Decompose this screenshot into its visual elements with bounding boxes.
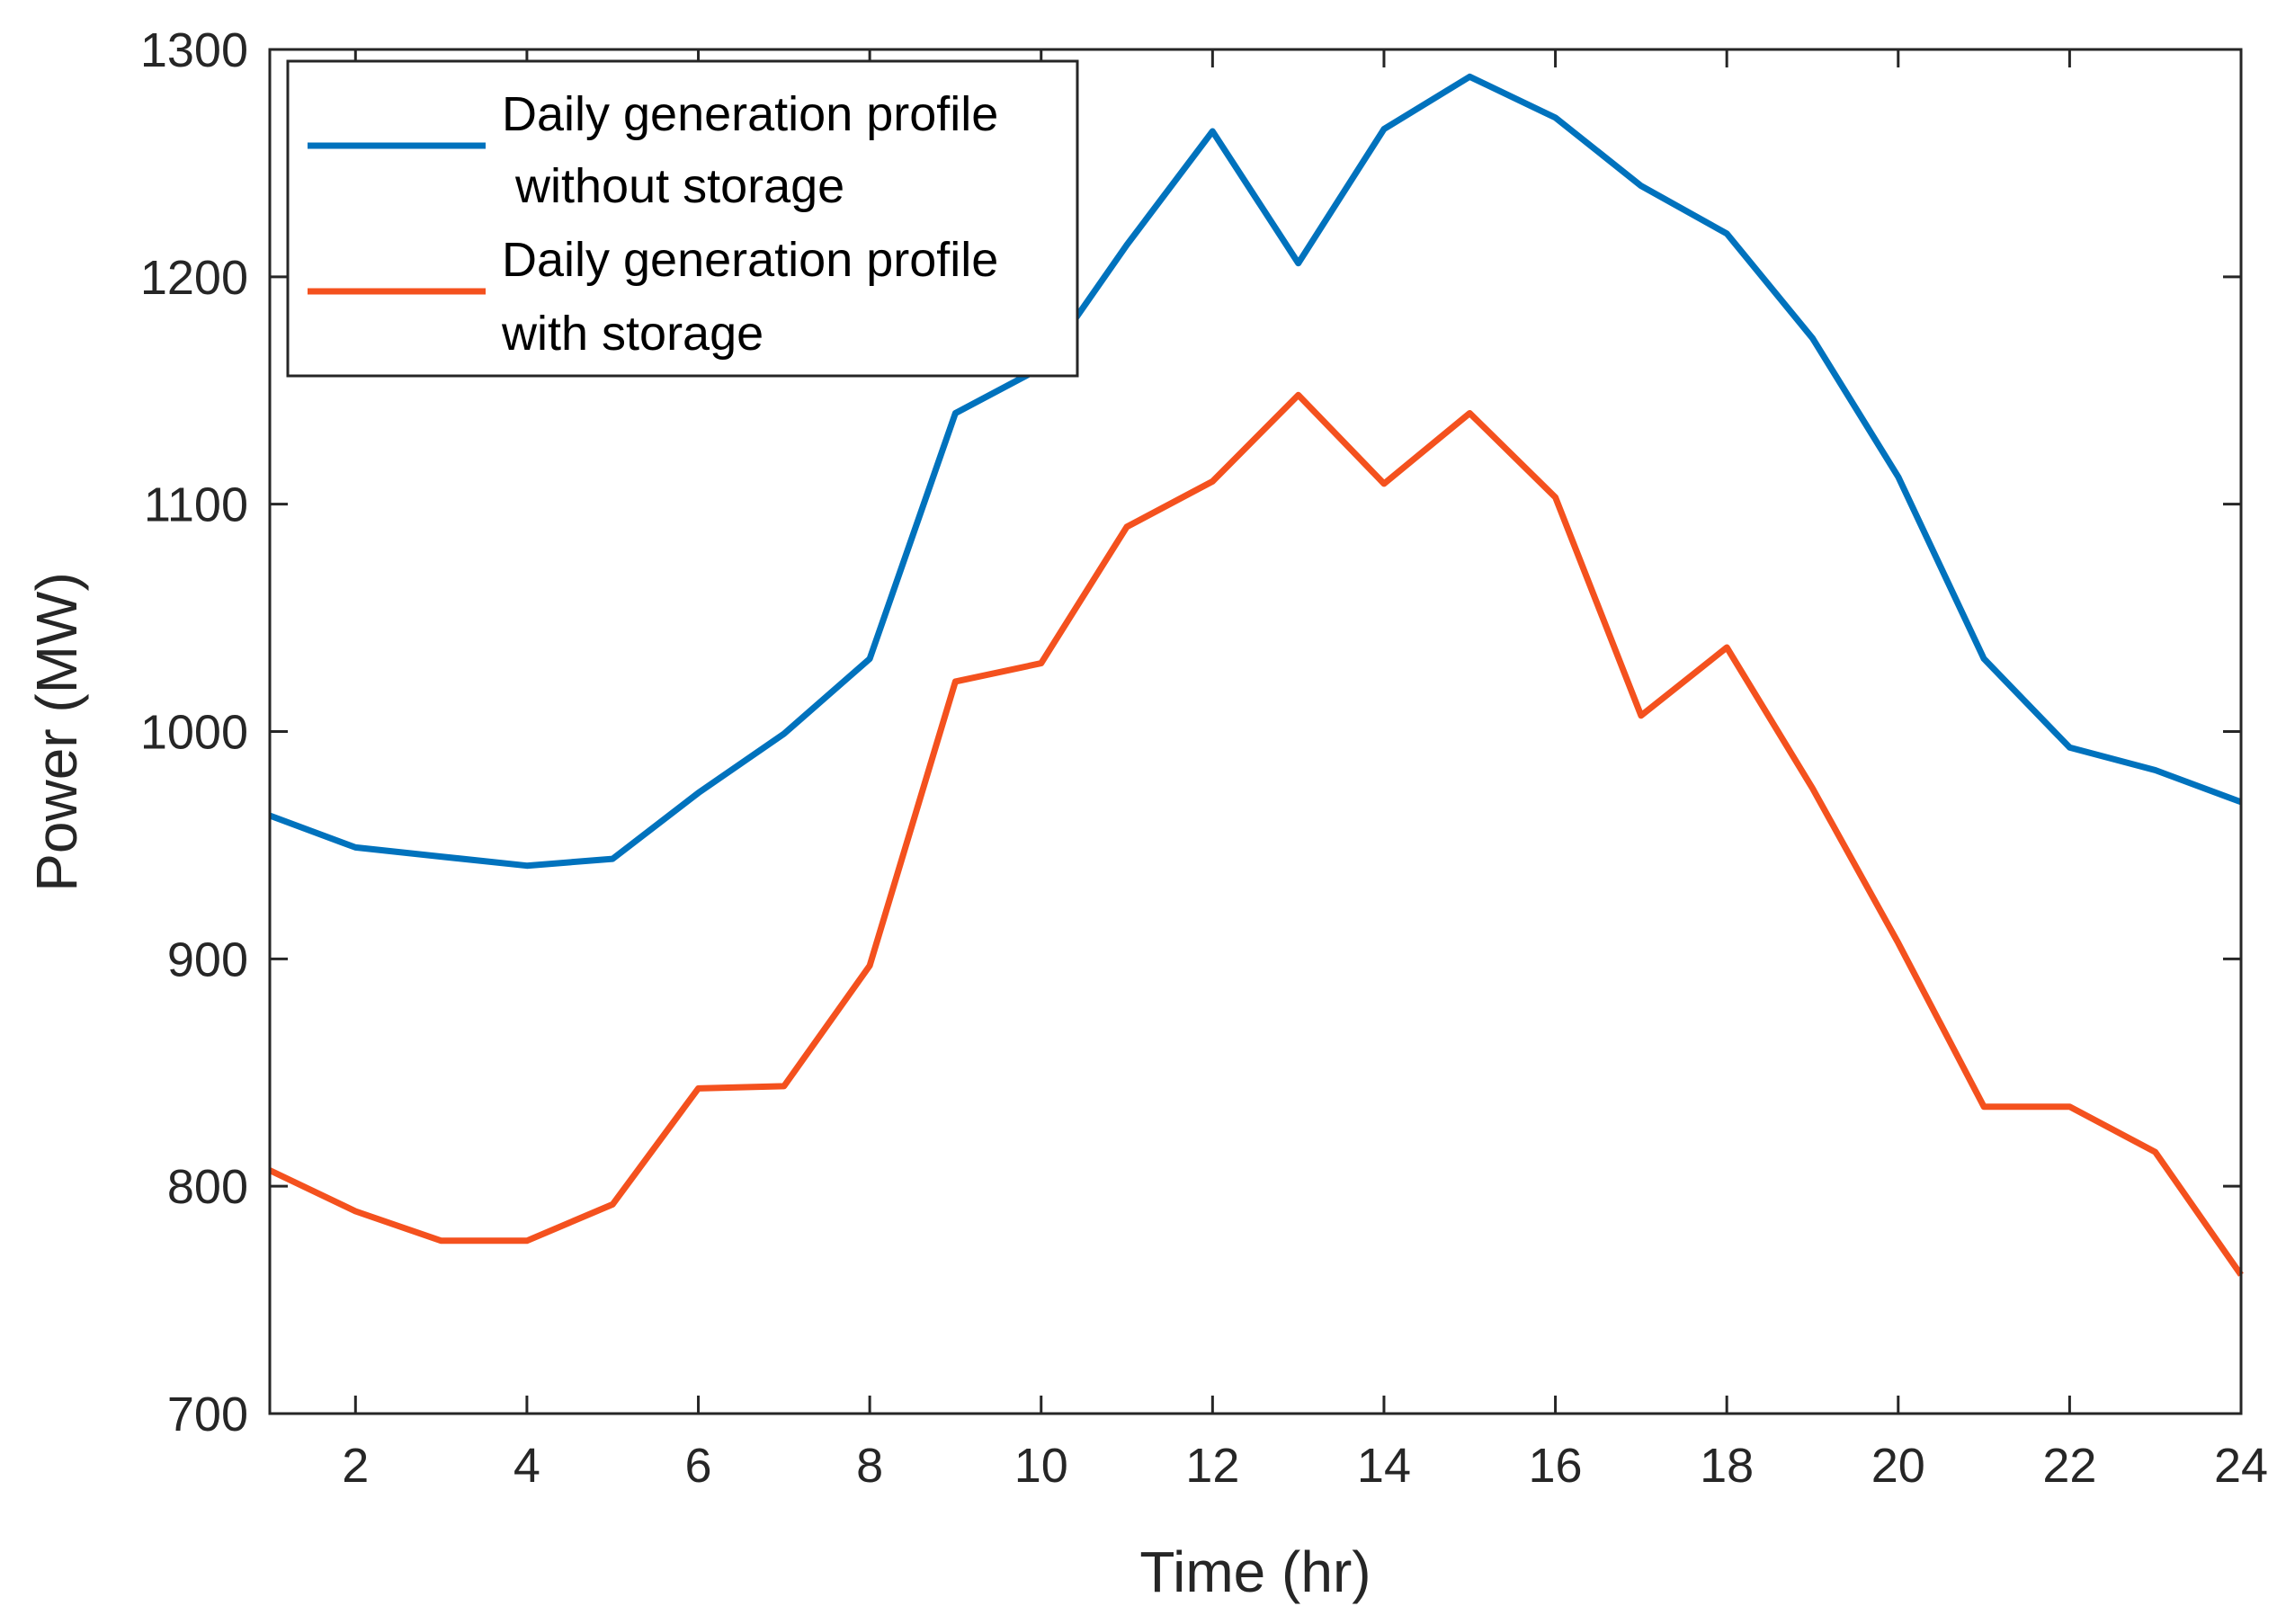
legend-label-with-storage-line2: with storage [501, 307, 763, 361]
legend-label-with-storage-line1: Daily generation profile [502, 233, 998, 287]
x-axis-title: Time (hr) [1139, 1539, 1371, 1604]
x-tick-label: 24 [2214, 1439, 2268, 1493]
x-tick-label: 16 [1529, 1439, 1583, 1493]
x-tick-label: 4 [513, 1439, 540, 1493]
x-tick-label: 20 [1871, 1439, 1925, 1493]
y-tick-label: 1100 [144, 478, 248, 532]
y-axis-title: Power (MW) [24, 572, 89, 892]
series-layer [268, 73, 2244, 1277]
tick-layer: 2 4 6 8 10 12 14 16 18 20 22 2470080090010001100120… [140, 23, 2268, 1493]
x-tick-label: 8 [856, 1439, 883, 1493]
x-tick-label: 6 [684, 1439, 711, 1493]
y-tick-label: 1200 [140, 251, 248, 305]
series-line-0 [268, 73, 2243, 870]
x-tick-label: 12 [1185, 1439, 1239, 1493]
y-tick-label: 700 [167, 1388, 248, 1441]
legend-label-without-storage-line2: without storage [502, 159, 844, 213]
x-tick-label: 10 [1014, 1439, 1068, 1493]
legend-label-without-storage-line1: Daily generation profile [502, 87, 998, 141]
x-tick-label: 22 [2042, 1439, 2096, 1493]
series-line-1 [268, 391, 2244, 1277]
y-tick-label: 900 [167, 932, 248, 986]
x-tick-label: 2 [342, 1439, 369, 1493]
y-tick-label: 1300 [140, 23, 248, 77]
legend: Daily generation profile without storage… [286, 59, 1079, 378]
y-tick-label: 800 [167, 1160, 248, 1214]
x-tick-label: 14 [1357, 1439, 1411, 1493]
y-tick-label: 1000 [140, 706, 248, 760]
x-tick-label: 18 [1700, 1439, 1754, 1493]
legend-box [286, 59, 1079, 378]
